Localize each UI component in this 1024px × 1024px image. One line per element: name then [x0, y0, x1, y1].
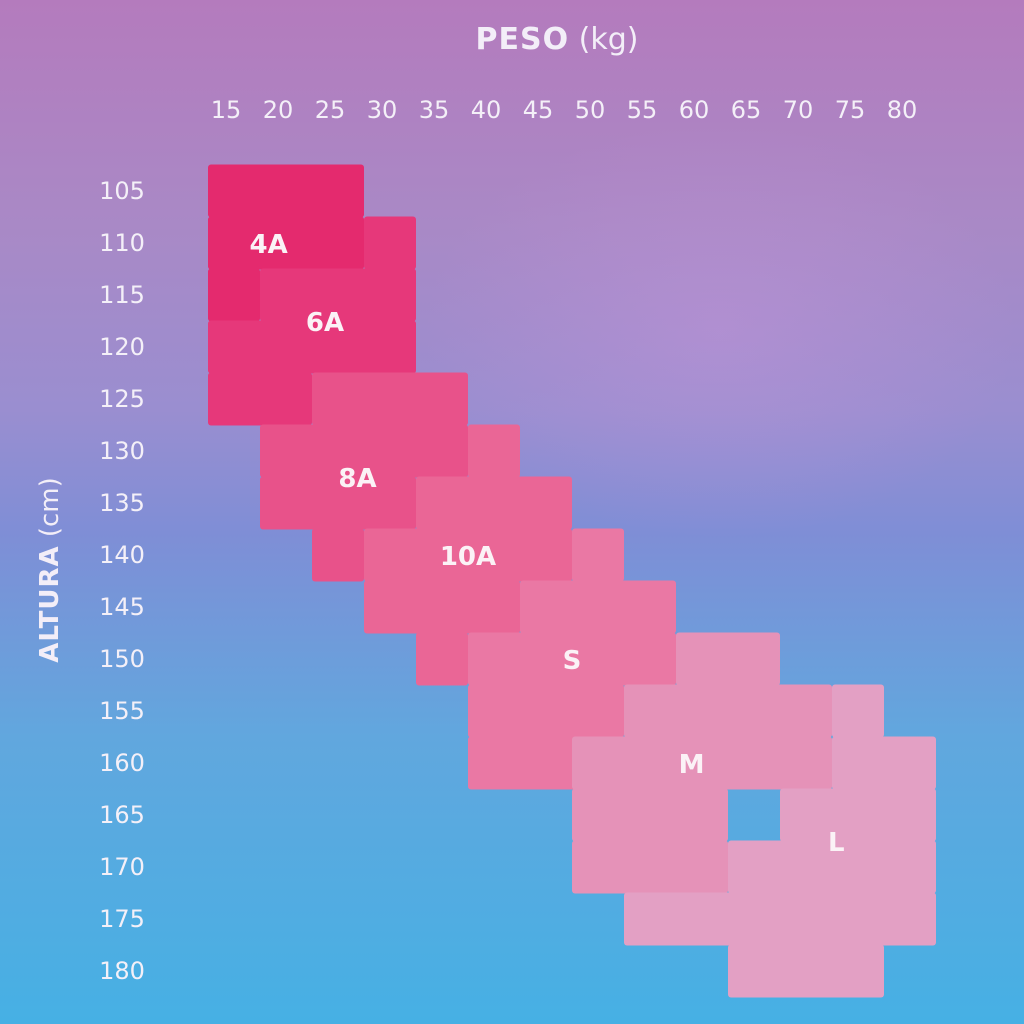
size-cell: [312, 528, 364, 582]
size-label: L: [828, 828, 845, 858]
y-tick-label: 175: [99, 905, 145, 933]
y-tick-label: 170: [99, 853, 145, 881]
x-tick-label: 40: [471, 96, 502, 124]
size-cell: [624, 684, 832, 738]
y-tick-label: 145: [99, 593, 145, 621]
size-label: M: [679, 750, 705, 780]
size-cell: [364, 528, 572, 582]
size-cell: [832, 736, 936, 790]
size-cell: [208, 164, 364, 218]
size-cell: [208, 372, 312, 426]
x-axis-title: PESO (kg): [0, 22, 1024, 57]
y-tick-label: 160: [99, 749, 145, 777]
y-tick-label: 135: [99, 489, 145, 517]
size-cell: [260, 476, 416, 530]
size-region-10a: [364, 424, 572, 686]
x-tick-label: 30: [367, 96, 398, 124]
size-cell: [780, 788, 936, 842]
x-tick-label: 80: [887, 96, 918, 124]
y-tick-label: 130: [99, 437, 145, 465]
size-label: 8A: [338, 464, 376, 494]
y-tick-label: 140: [99, 541, 145, 569]
size-cell: [364, 216, 416, 270]
y-tick-label: 155: [99, 697, 145, 725]
x-tick-label: 65: [731, 96, 762, 124]
size-cell: [208, 216, 364, 270]
size-cell: [468, 632, 676, 686]
x-tick-label: 50: [575, 96, 606, 124]
size-label: S: [563, 646, 582, 676]
size-cell: [572, 528, 624, 582]
size-cell: [416, 476, 572, 530]
size-cell: [312, 372, 468, 426]
y-tick-label: 110: [99, 229, 145, 257]
size-region-s: [468, 528, 676, 790]
size-region-4a: [208, 164, 364, 322]
x-tick-label: 45: [523, 96, 554, 124]
y-tick-label: 120: [99, 333, 145, 361]
size-cell: [208, 268, 260, 322]
x-tick-label: 15: [211, 96, 242, 124]
size-cell: [728, 840, 936, 894]
size-cell: [520, 580, 676, 634]
size-cell: [728, 944, 884, 998]
size-label: 10A: [440, 542, 496, 572]
size-label: 6A: [306, 308, 344, 338]
size-cell: [260, 268, 416, 322]
x-tick-label: 25: [315, 96, 346, 124]
x-tick-label: 60: [679, 96, 710, 124]
size-region-m: [572, 632, 832, 894]
size-cell: [416, 632, 468, 686]
size-cell: [260, 424, 468, 478]
size-region-8a: [260, 372, 468, 582]
y-tick-label: 125: [99, 385, 145, 413]
y-tick-label: 115: [99, 281, 145, 309]
x-tick-label: 55: [627, 96, 658, 124]
y-tick-label: 105: [99, 177, 145, 205]
size-cell: [676, 632, 780, 686]
x-axis-title-label: PESO: [475, 22, 570, 57]
y-tick-label: 180: [99, 957, 145, 985]
size-region-l: [624, 684, 936, 998]
x-tick-label: 75: [835, 96, 866, 124]
size-cell: [832, 684, 884, 738]
x-tick-label: 20: [263, 96, 294, 124]
size-region-6a: [208, 216, 416, 426]
size-cell: [572, 788, 728, 842]
y-tick-label: 165: [99, 801, 145, 829]
size-cell: [468, 424, 520, 478]
size-label: 4A: [250, 230, 288, 260]
x-tick-label: 35: [419, 96, 450, 124]
size-cell: [364, 580, 520, 634]
size-cell: [624, 892, 936, 946]
size-cell: [572, 840, 728, 894]
x-tick-label: 70: [783, 96, 814, 124]
size-cell: [572, 736, 832, 790]
size-cell: [208, 320, 416, 374]
x-axis-title-unit: (kg): [578, 22, 639, 57]
y-tick-label: 150: [99, 645, 145, 673]
size-cell: [468, 684, 624, 738]
